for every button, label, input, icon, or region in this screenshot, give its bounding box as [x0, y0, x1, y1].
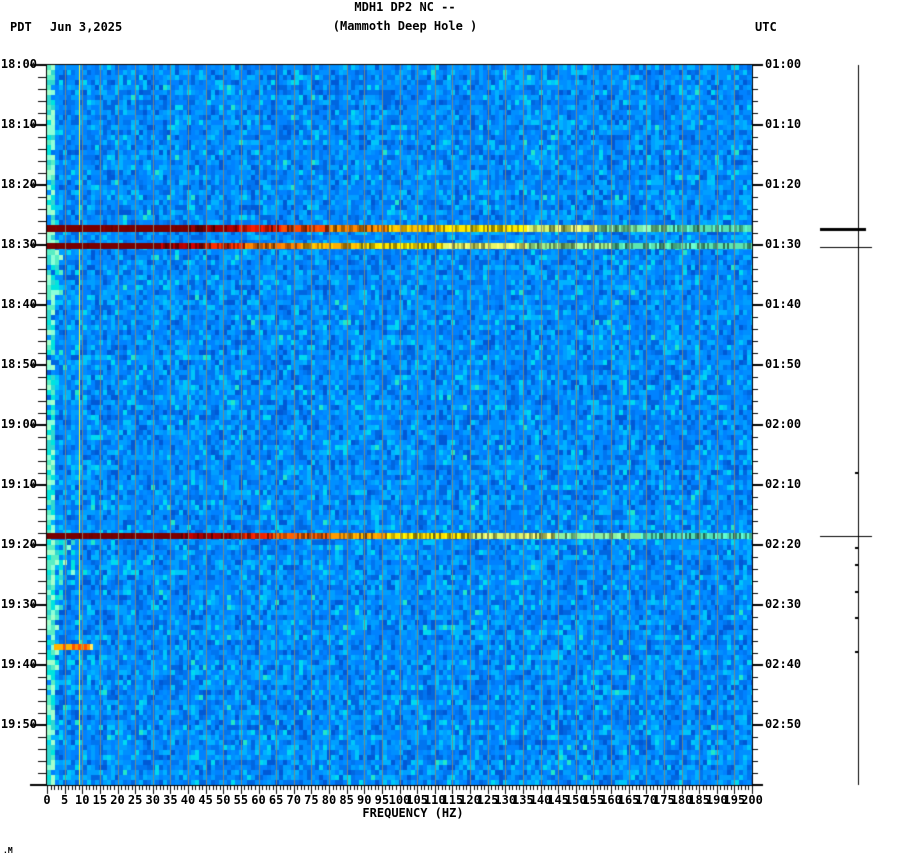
right-time-label: 01:00: [765, 57, 802, 71]
freq-tick-label: 165: [617, 793, 640, 807]
freq-tick-label: 180: [670, 793, 693, 807]
freq-tick-label: 120: [459, 793, 481, 807]
left-time-label: 19:30: [0, 597, 37, 611]
freq-tick-label: 25: [127, 793, 143, 807]
freq-tick-label: 10: [75, 793, 90, 807]
right-time-label: 01:20: [765, 177, 802, 191]
left-time-label: 19:40: [0, 657, 37, 671]
left-time-label: 18:40: [0, 297, 37, 311]
freq-tick-label: 55: [233, 793, 249, 807]
freq-tick-label: 20: [110, 793, 125, 807]
freq-tick-label: 175: [653, 793, 675, 807]
left-time-label: 19:00: [0, 417, 37, 431]
freq-tick-label: 195: [723, 793, 746, 807]
freq-tick-label: 50: [216, 793, 231, 807]
freq-tick-label: 45: [198, 793, 213, 807]
left-time-label: 18:50: [0, 357, 37, 371]
freq-tick-label: 105: [406, 793, 428, 807]
right-time-label: 01:30: [765, 237, 802, 251]
freq-tick-label: 15: [92, 793, 108, 807]
freq-tick-label: 70: [286, 793, 301, 807]
right-time-label: 02:00: [765, 417, 802, 431]
freq-tick-label: 110: [423, 793, 446, 807]
freq-tick-label: 125: [476, 793, 499, 807]
freq-tick-label: 40: [180, 793, 196, 807]
freq-tick-label: 185: [688, 793, 710, 807]
freq-tick-label: 60: [251, 793, 266, 807]
right-time-label: 01:50: [765, 357, 802, 371]
left-time-label: 18:10: [0, 117, 37, 131]
right-time-label: 02:30: [765, 597, 802, 611]
freq-tick-label: 85: [339, 793, 354, 807]
right-time-label: 02:40: [765, 657, 802, 671]
freq-tick-label: 80: [321, 793, 337, 807]
freq-tick-label: 145: [547, 793, 569, 807]
left-time-label: 19:20: [0, 537, 37, 551]
freq-tick-label: 5: [61, 793, 69, 807]
freq-tick-label: 140: [529, 793, 552, 807]
freq-tick-label: 35: [163, 793, 178, 807]
freq-tick-label: 100: [388, 793, 411, 807]
freq-tick-label: 190: [705, 793, 728, 807]
right-time-label: 01:10: [765, 117, 802, 131]
watermark-mark: .M: [3, 846, 13, 855]
freq-tick-label: 115: [441, 793, 464, 807]
freq-tick-label: 155: [582, 793, 605, 807]
left-time-label: 19:10: [0, 477, 37, 491]
left-time-label: 18:00: [0, 57, 37, 71]
freq-tick-label: 90: [357, 793, 372, 807]
left-time-label: 18:30: [0, 237, 37, 251]
freq-tick-label: 65: [268, 793, 284, 807]
left-time-label: 19:50: [0, 717, 37, 731]
freq-tick-label: 170: [635, 793, 658, 807]
freq-tick-label: 30: [145, 793, 160, 807]
freq-tick-label: 75: [304, 793, 319, 807]
right-time-label: 02:20: [765, 537, 802, 551]
freq-tick-label: 160: [600, 793, 622, 807]
right-time-label: 02:10: [765, 477, 802, 491]
left-time-label: 18:20: [0, 177, 37, 191]
freq-tick-label: 0: [43, 793, 51, 807]
right-time-label: 01:40: [765, 297, 802, 311]
right-time-label: 02:50: [765, 717, 802, 731]
freq-tick-label: 95: [374, 793, 390, 807]
freq-tick-label: 150: [564, 793, 587, 807]
frequency-axis-title: FREQUENCY (HZ): [362, 806, 464, 820]
freq-tick-label: 130: [494, 793, 517, 807]
freq-tick-label: 200: [741, 793, 763, 807]
freq-tick-label: 135: [512, 793, 534, 807]
